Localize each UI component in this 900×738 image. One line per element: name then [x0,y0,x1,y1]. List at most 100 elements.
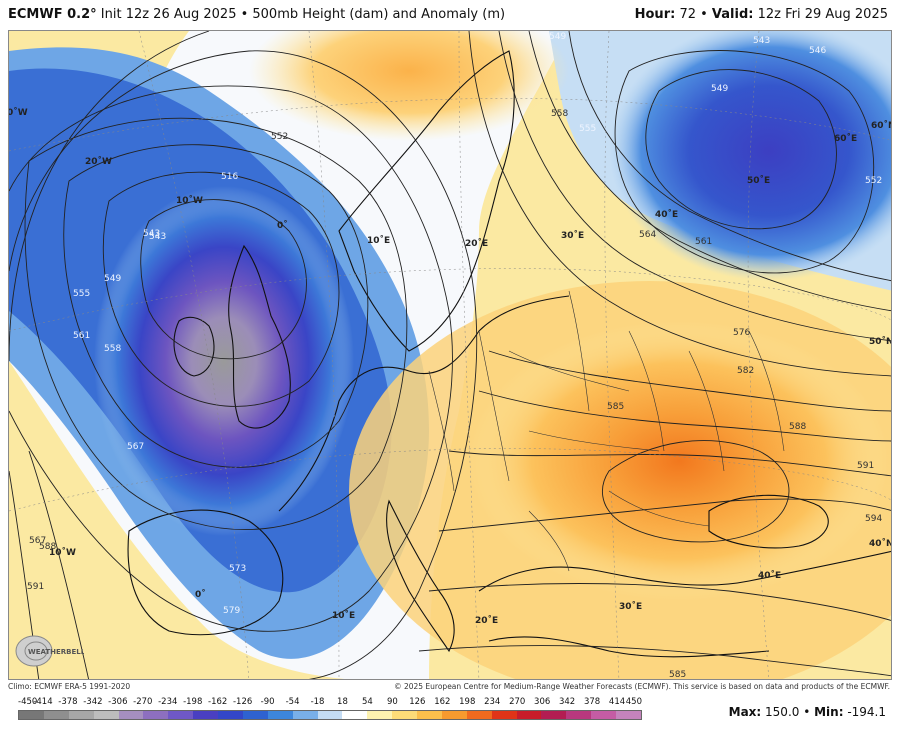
lat-label: 40˚N [869,538,892,549]
ridge-core [469,321,889,601]
lon-label: 10˚E [367,235,390,246]
valid-time: Hour: 72 • Valid: 12z Fri 29 Aug 2025 [635,7,888,22]
contour-label: 543 [143,229,160,239]
header-bar: ECMWF 0.2° Init 12z 26 Aug 2025 • 500mb … [0,0,900,30]
colorbar-swatch [242,711,268,719]
climo-note: Climo: ECMWF ERA-5 1991-2020 [8,682,131,691]
contour-label: 591 [27,582,44,592]
max-min-stats: Max: 150.0 • Min: -194.1 [729,705,886,719]
contour-label: 588 [39,542,56,552]
contour-label: 579 [223,606,240,616]
colorbar-labels: -450 -414 -378 -342 -306 -270 -234 -198 -162 -126… [18,697,642,709]
lat-label: 60˚N [871,120,892,131]
title: ECMWF 0.2° Init 12z 26 Aug 2025 • 500mb … [8,7,505,22]
colorbar-swatch [43,711,69,719]
colorbar-tick-label: 126 [409,697,426,707]
anomaly-map: 543 549 555 561 558 567 573 579 543 546 … [8,30,892,680]
colorbar-swatch [441,711,467,719]
contour-label: 588 [789,422,806,432]
contour-label: 567 [127,442,144,452]
contour-label: 558 [551,109,568,119]
contour-label: 516 [221,172,238,182]
copyright-note: © 2025 European Centre for Medium-Range … [394,682,890,691]
contour-label: 585 [669,670,686,680]
contour-label: 564 [639,230,656,240]
colorbar-swatch [367,711,393,719]
contour-label: 594 [865,514,882,524]
colorbar-tick-label: 198 [459,697,476,707]
borders [428,290,785,572]
lon-label: 0˚ [277,220,288,231]
contour-label: 552 [865,176,882,186]
contour-label: 555 [73,289,90,299]
colorbar-tick-label: 306 [534,697,551,707]
weatherbell-logo: WEATHERBELL [14,632,86,670]
max-value: 150.0 • [761,705,815,719]
colorbar-tick-label: -306 [108,697,128,707]
colorbar-tick-label: -378 [58,697,78,707]
contour-label: 552 [271,132,288,142]
colorbar-swatch [19,711,44,719]
colorbar-swatch [616,711,641,719]
colorbar-swatch [516,711,542,719]
colorbar-tick-label: 162 [434,697,451,707]
colorbar-tick-label: -450 [18,697,38,707]
svg-text:WEATHERBELL: WEATHERBELL [28,648,84,656]
contour-label: 549 [549,32,566,42]
colorbar-swatch [93,711,119,719]
colorbar-swatch [143,711,169,719]
graticule [9,31,891,679]
lon-label: 30˚E [561,230,584,241]
colorbar-swatch [218,711,243,719]
lon-label: 20˚E [475,615,498,626]
lon-label: 10˚E [332,610,355,621]
graticule-labels: 0˚W 20˚W 10˚W 0˚ 10˚E 20˚E 30˚E 40˚E 50˚… [9,107,892,626]
lon-label: 40˚E [655,209,678,220]
colorbar-swatches [18,710,642,720]
contour-label: 558 [104,344,121,354]
max-label: Max: [728,705,762,719]
model-name: ECMWF 0.2° [8,7,97,22]
anomaly-colorbar: -450 -414 -378 -342 -306 -270 -234 -198 -162 -126… [18,697,642,733]
contour-label: 567 [29,536,46,546]
hour-label: Hour: [634,7,676,22]
lon-label: 40˚E [758,570,781,581]
contour-label: 549 [711,84,728,94]
contour-label: 543 [149,232,166,242]
lon-label: 20˚W [85,156,112,167]
lon-label: 10˚W [49,547,76,558]
colorbar-swatch [541,711,567,719]
colorbar-swatch [342,711,368,719]
colorbar-swatch [267,711,293,719]
colorbar-tick-label: -270 [133,697,153,707]
colorbar-swatch [392,711,417,719]
lat-label: 50˚N [869,336,892,347]
colorbar-tick-label: 378 [583,697,601,707]
min-value: -194.1 [843,705,886,719]
north-ridge [249,31,569,141]
colorbar-swatch [591,711,616,719]
contour-label: 576 [733,328,750,338]
colorbar-tick-label: -198 [183,697,203,707]
colorbar-tick-label: -234 [158,697,178,707]
colorbar-swatch [118,711,144,719]
colorbar-swatch [466,711,492,719]
contour-label: 573 [229,564,246,574]
init-text: Init 12z 26 Aug 2025 • 500mb Height (dam… [96,7,506,22]
colorbar-tick-label: 90 [386,697,398,707]
credit-row: Climo: ECMWF ERA-5 1991-2020 © 2025 Euro… [0,680,900,694]
colorbar-tick-label: -126 [232,697,253,707]
contour-label: 591 [857,461,874,471]
lon-label: 30˚E [619,601,642,612]
colorbar-tick-label: -342 [83,697,103,707]
colorbar-tick-label: 342 [558,697,576,707]
colorbar-tick-label: -162 [208,697,228,707]
lon-label: 0˚ [195,589,206,600]
colorbar-tick-label: 234 [484,697,501,707]
hour-value: 72 • [675,7,712,22]
colorbar-tick-label: -90 [260,697,275,707]
colorbar-swatch [566,711,592,719]
colorbar-swatch [68,711,94,719]
valid-value: 12z Fri 29 Aug 2025 [753,7,888,22]
colorbar-tick-label: 54 [362,697,373,707]
